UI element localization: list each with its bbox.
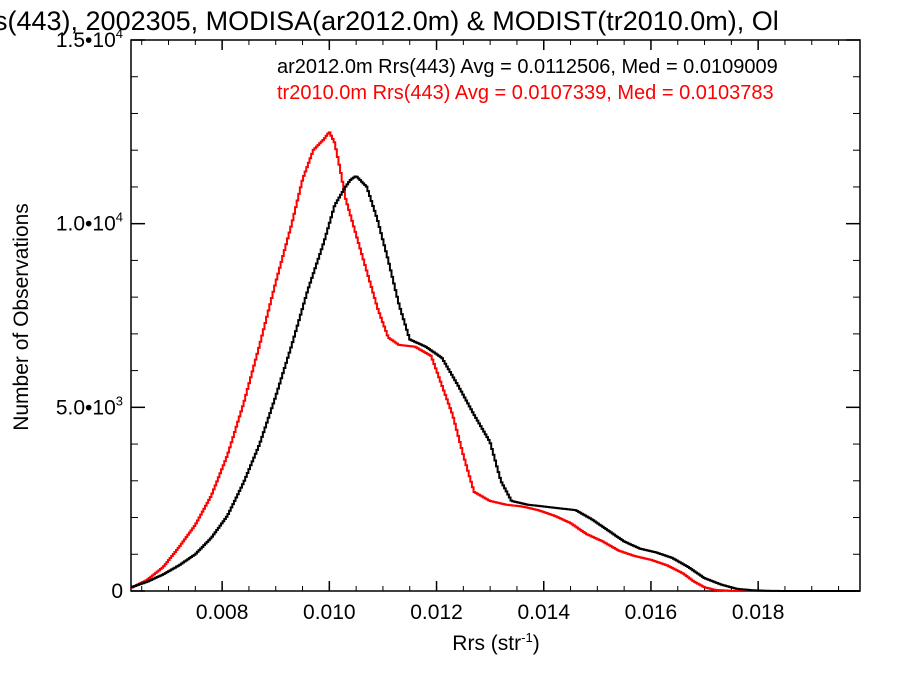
x-axis-label-close: ) — [533, 632, 540, 655]
x-tick-label: 0.010 — [303, 601, 356, 624]
series-line-ar2012 — [131, 175, 860, 592]
x-tick-label: 0.014 — [517, 601, 570, 624]
x-tick-label: 0.012 — [410, 601, 463, 624]
legend-entry-ar2012: ar2012.0m Rrs(443) Avg = 0.0112506, Med … — [277, 56, 778, 78]
chart-title: s(443), 2002305, MODISA(ar2012.0m) & MOD… — [0, 6, 779, 36]
series-line-tr2010 — [131, 131, 860, 592]
y-axis-label: Number of Observations — [10, 203, 33, 431]
x-tick-label: 0.018 — [732, 601, 785, 624]
y-axis: 0 5.0•103 1.0•104 1.5•104 — [56, 26, 860, 603]
y-tick-label: 1.0•104 — [56, 210, 123, 236]
x-axis-label-main: Rrs (str — [452, 632, 521, 655]
legend-entry-tr2010: tr2010.0m Rrs(443) Avg = 0.0107339, Med … — [277, 82, 774, 104]
x-tick-label: 0.008 — [196, 601, 249, 624]
y-tick-label: 1.5•104 — [56, 26, 123, 52]
x-axis: 0.008 0.010 0.012 0.014 0.016 0.018 — [141, 40, 840, 624]
x-axis-label: Rrs (str-1) — [452, 630, 539, 655]
x-tick-label: 0.016 — [625, 601, 678, 624]
y-tick-label: 0 — [111, 580, 123, 603]
x-axis-label-sup: -1 — [521, 630, 533, 645]
series-layer — [131, 131, 860, 592]
y-tick-label: 5.0•103 — [56, 393, 123, 419]
plot-frame — [130, 39, 861, 592]
